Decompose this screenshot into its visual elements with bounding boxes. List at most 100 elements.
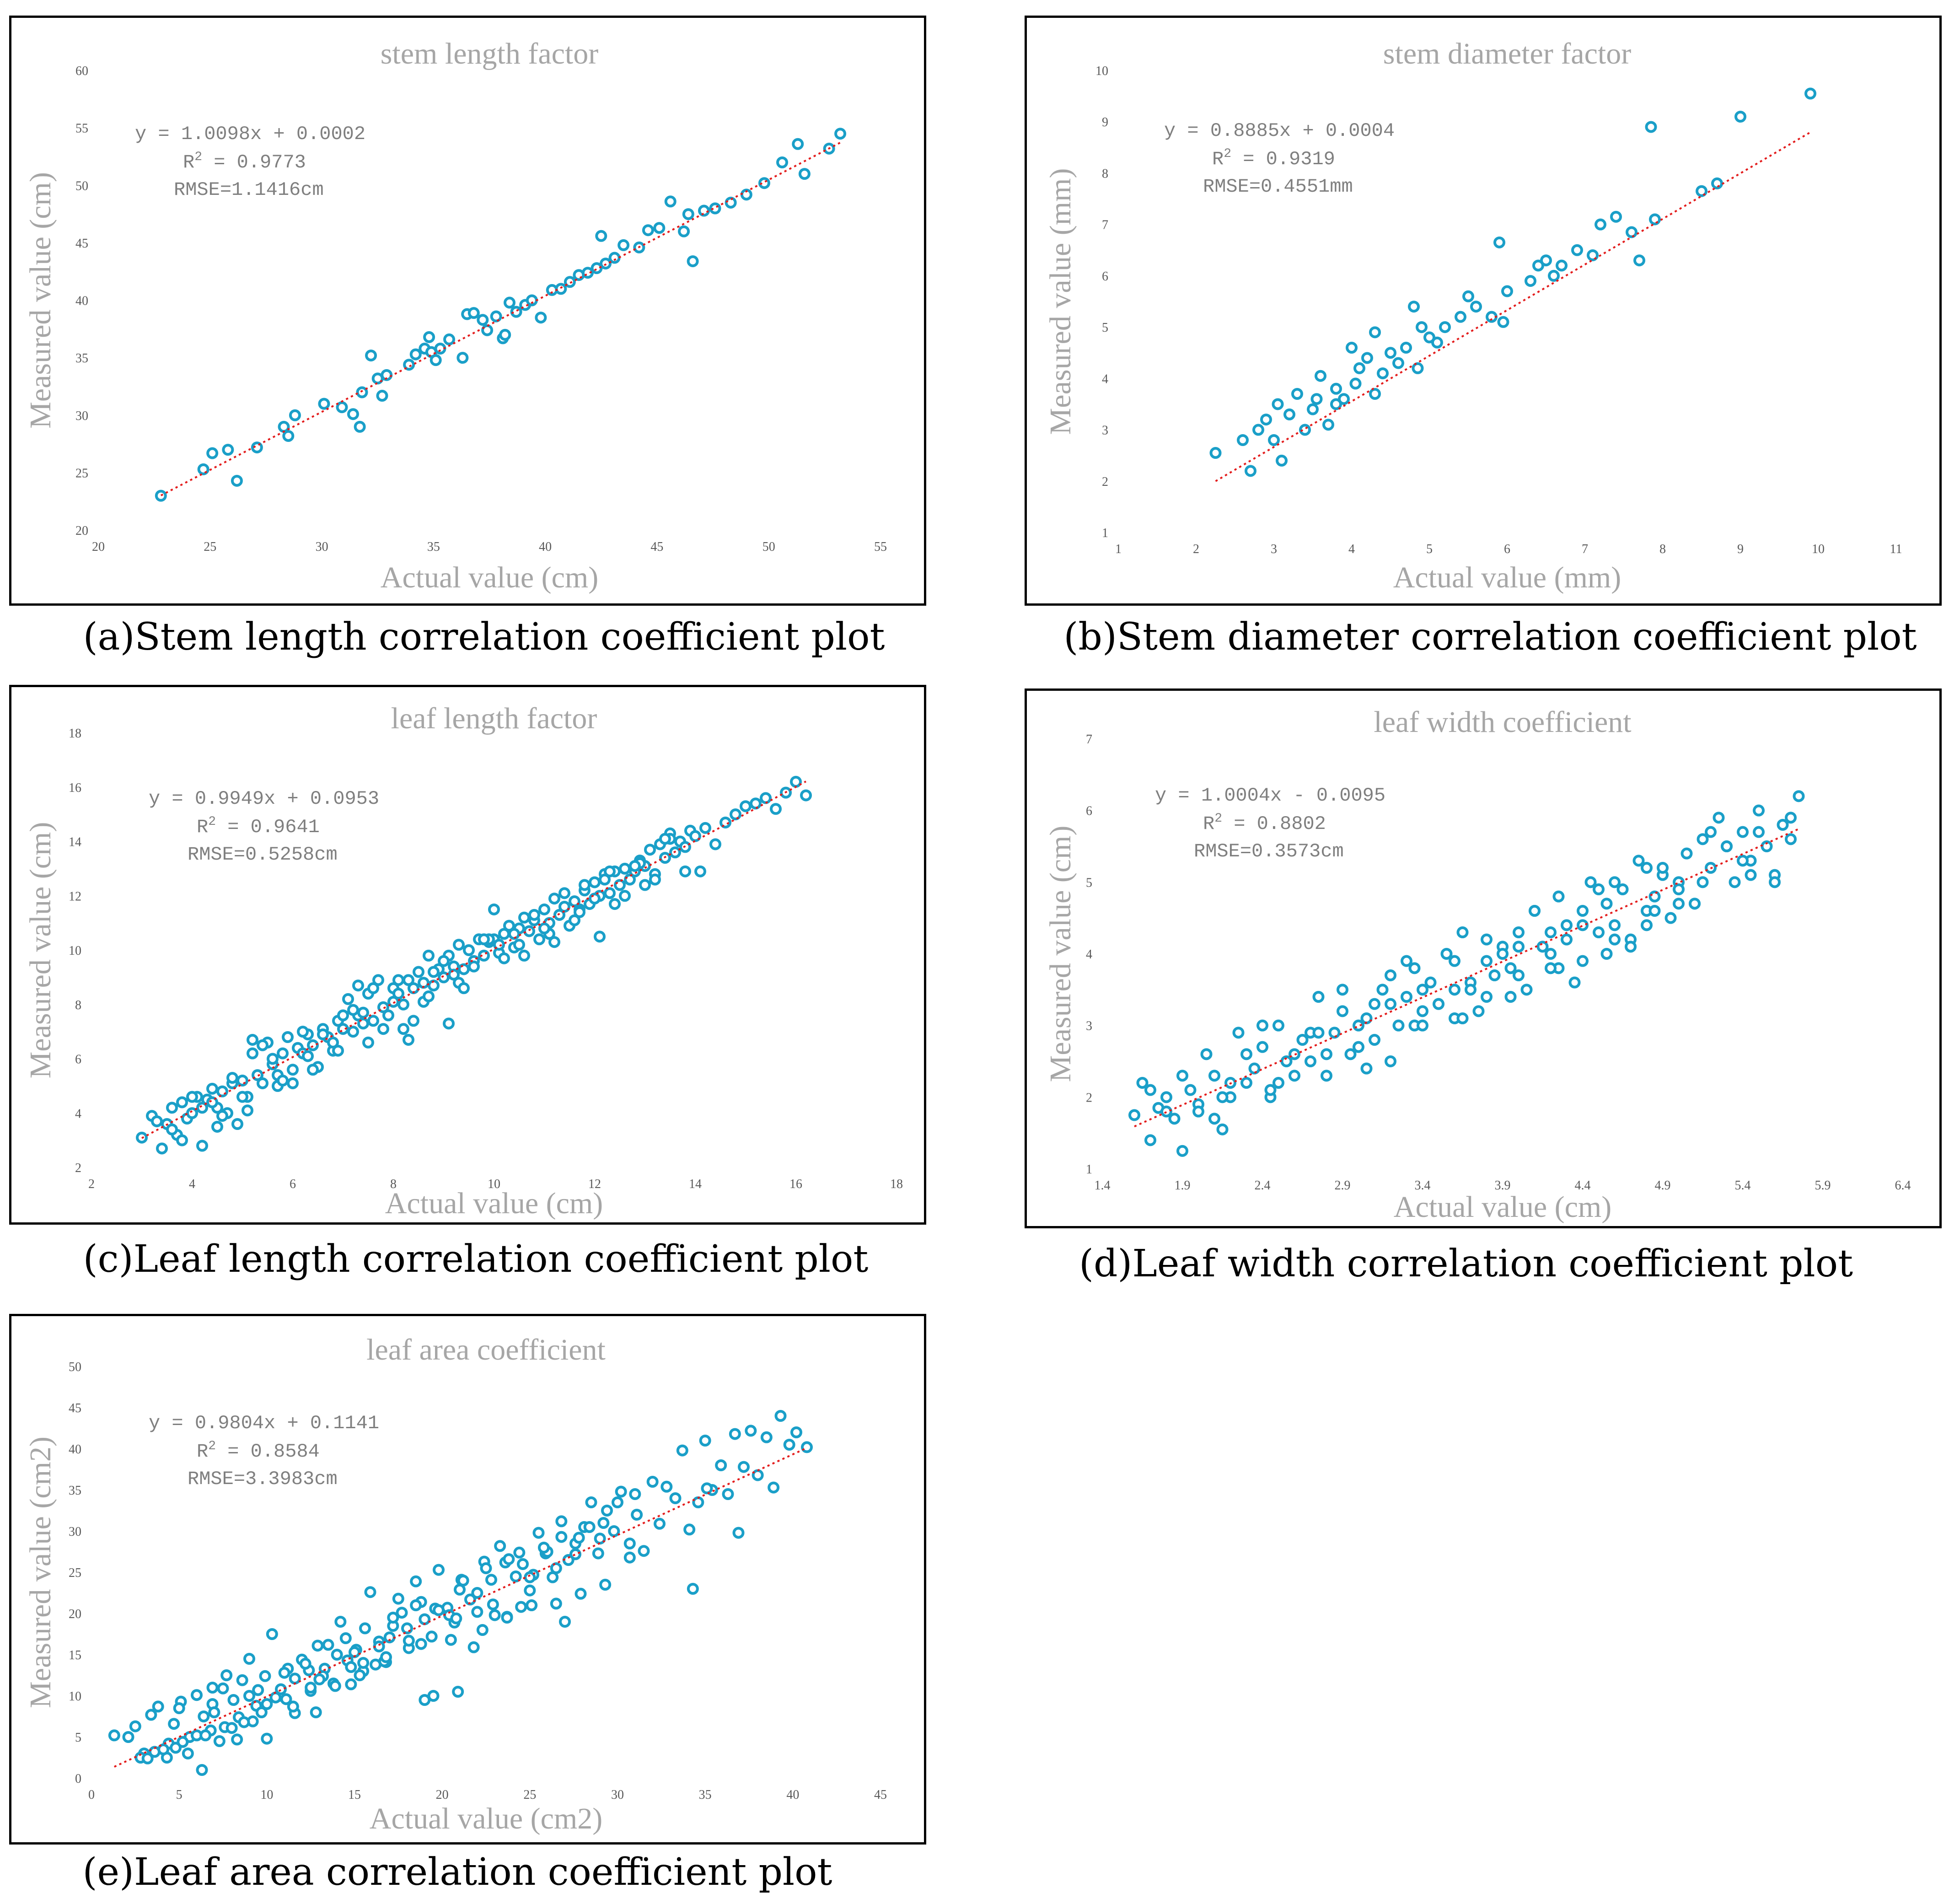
data-point [1633,254,1645,267]
data-point [768,1481,780,1494]
data-point [1208,1070,1220,1082]
data-point [166,1123,178,1135]
data-point [357,1006,369,1019]
data-point [1330,398,1342,410]
data-point [275,1683,287,1695]
data-point [1408,301,1420,313]
data-point [660,1480,673,1493]
data-point [255,1706,268,1718]
data-point [555,1531,568,1543]
data-point [277,1047,289,1060]
data-point [1312,1027,1325,1039]
data-point [629,860,641,872]
x-tick-label: 12 [588,1177,601,1191]
trendline [1134,828,1799,1128]
caption-e: (e)Leaf area correlation coefficient plo… [82,1850,832,1894]
x-tick-label: 2.4 [1255,1178,1271,1193]
data-point [1337,984,1348,996]
data-point [423,331,435,343]
data-point [1785,833,1797,845]
data-point [231,1733,243,1746]
x-tick-label: 30 [611,1788,624,1802]
data-point [608,252,621,264]
y-tick-label: 45 [69,1401,81,1415]
data-point [601,1505,613,1517]
data-point [299,1657,311,1670]
data-point [488,903,500,915]
data-point [1664,912,1677,924]
data-point [468,960,480,973]
data-point [1392,1019,1405,1032]
data-point [1456,926,1469,938]
data-point [206,1682,219,1694]
data-point [1401,955,1412,967]
data-point [1673,898,1685,910]
data-point [1721,840,1733,852]
data-point [494,1540,506,1552]
data-point [676,1444,688,1457]
data-point [156,1142,168,1155]
scatter-chart-a: stem length factor 20 25 30 35 40 45 50 55 20 25 30… [24,37,887,594]
data-point [595,230,607,242]
data-point [604,865,616,877]
x-tick-label: 45 [650,540,663,554]
data-point [186,1107,198,1119]
data-point [433,1604,445,1616]
y-tick-label: 14 [69,835,81,850]
data-point [1540,254,1552,267]
trend-equation: y = 0.9804x + 0.1141 [149,1412,379,1434]
data-point [569,914,580,926]
data-point [503,296,515,309]
data-point [555,283,567,295]
trend-equation: y = 0.8885x + 0.0004 [1164,120,1395,142]
x-tick-label: 16 [789,1177,802,1191]
data-point [392,974,404,986]
x-tick-label: 5.9 [1815,1178,1831,1193]
data-point [631,1509,643,1521]
data-point [1321,1070,1332,1082]
data-point [550,1562,562,1574]
x-tick-label: 25 [523,1788,536,1802]
data-point [715,1459,727,1471]
data-point [337,1009,349,1022]
data-point [410,1599,422,1611]
data-point [206,447,219,459]
x-axis-label: Actual value (cm2) [370,1802,602,1835]
data-point [1645,121,1657,133]
data-point [597,1517,610,1529]
data-point [392,988,404,1000]
data-point [445,1634,457,1646]
y-tick-label: 2 [1102,475,1108,489]
data-point [555,1515,568,1528]
data-point [199,1729,212,1742]
data-point [1481,933,1493,946]
data-point [604,887,616,899]
x-tick-label: 55 [874,540,887,554]
data-point [1200,1048,1213,1060]
y-tick-label: 35 [75,351,88,366]
data-point [490,310,502,323]
data-point [1737,855,1749,867]
scatter-chart-e: leaf area coefficient 0 5 10 15 20 25 30 35 40 45 0… [24,1333,887,1835]
x-axis-label: Actual value (cm) [1394,1190,1611,1224]
data-point [1697,833,1709,845]
rmse-text: RMSE=1.1416cm [174,179,324,201]
x-tick-label: 2.9 [1335,1178,1351,1193]
data-point [1408,962,1421,974]
data-point [725,196,737,209]
data-point [257,1077,268,1089]
data-point [669,1492,682,1504]
data-point [145,1709,157,1721]
data-point [644,844,656,856]
data-point [1400,342,1412,354]
data-point [1593,883,1605,895]
data-point [591,262,603,274]
data-point [792,138,804,150]
data-point [1481,991,1493,1003]
data-point [518,911,530,924]
data-point [387,995,399,1008]
x-tick-label: 4.9 [1655,1178,1671,1193]
rmse-text: RMSE=0.4551mm [1203,176,1353,198]
data-point [196,1102,208,1114]
trend-equation: y = 0.9949x + 0.0953 [149,788,379,810]
